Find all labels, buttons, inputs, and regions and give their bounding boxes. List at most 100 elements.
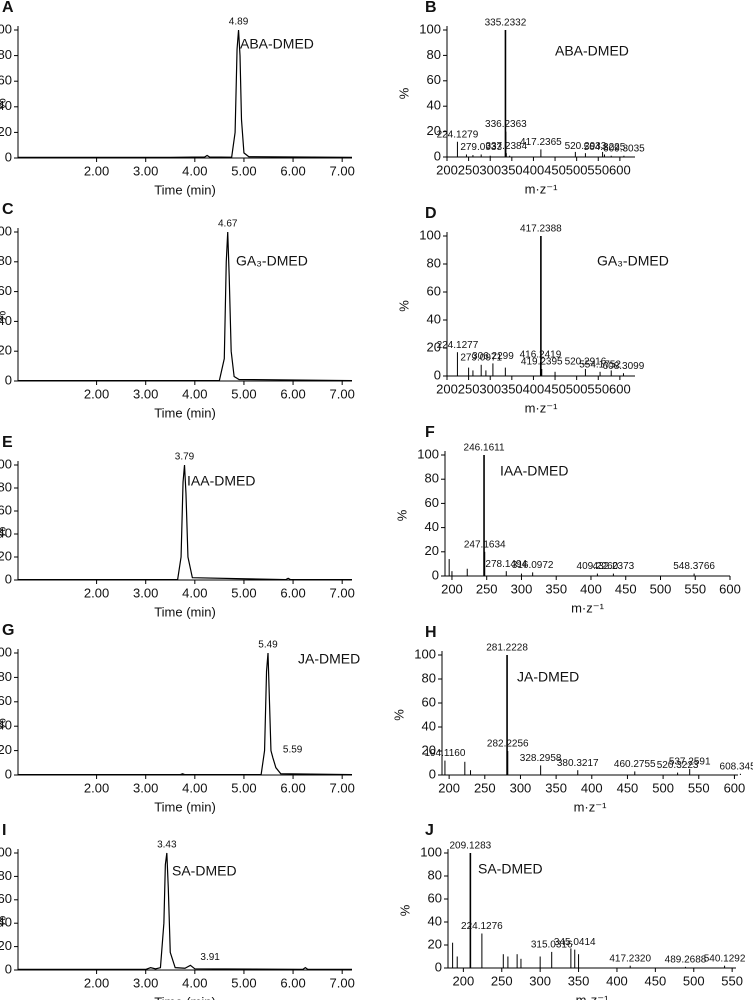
x-tick-label: 450 (617, 780, 639, 795)
x-tick-label: 300 (529, 973, 551, 988)
x-tick-label: 350 (545, 581, 567, 596)
y-tick-label: 0 (432, 567, 439, 582)
x-tick-label: 250 (458, 381, 480, 396)
y-tick-label: 80 (0, 253, 12, 268)
x-axis-label: m·z⁻¹ (525, 181, 559, 196)
x-tick-label: 4.00 (182, 585, 207, 600)
y-tick-label: 80 (0, 868, 12, 883)
chromatogram-line (18, 231, 353, 382)
chromatogram-line (18, 852, 352, 971)
peak-label: 380.3217 (557, 758, 599, 769)
compound-label: SA-DMED (478, 861, 543, 877)
peak-label: 279.0971 (460, 352, 502, 363)
x-tick-label: 2.00 (84, 163, 109, 178)
x-tick-label: 7.00 (330, 386, 355, 401)
panel-letter: G (2, 622, 14, 639)
y-tick-label: 80 (422, 670, 436, 685)
x-tick-label: 3.00 (133, 163, 158, 178)
y-tick-label: 60 (427, 72, 441, 87)
y-axis-label: % (0, 718, 8, 730)
y-tick-label: 20 (0, 124, 12, 139)
x-tick-label: 400 (523, 381, 545, 396)
x-tick-label: 5.00 (231, 780, 256, 795)
x-tick-label: 5.00 (231, 585, 256, 600)
y-tick-label: 40 (422, 718, 436, 733)
x-tick-label: 500 (652, 780, 674, 795)
x-tick-label: 200 (453, 973, 475, 988)
panel-letter: F (425, 424, 435, 441)
peak-label: 315.0316 (531, 940, 573, 951)
y-axis-label: % (0, 915, 8, 927)
y-tick-label: 80 (428, 867, 442, 882)
peak-label: 5.49 (258, 640, 278, 651)
x-tick-label: 500 (683, 973, 705, 988)
x-axis-label: Time (min) (154, 799, 216, 814)
peak-label: 246.1611 (464, 443, 505, 454)
peak-label: 520.2933 (565, 141, 607, 152)
y-tick-label: 20 (427, 339, 441, 354)
peak-label: 554.1752 (579, 359, 621, 370)
y-tick-label: 40 (425, 519, 439, 534)
peak-label: 548.3766 (673, 561, 715, 572)
y-tick-label: 100 (419, 227, 441, 242)
x-tick-label: 7.00 (330, 163, 355, 178)
peak-label: 281.2228 (486, 643, 528, 654)
x-tick-label: 250 (476, 581, 498, 596)
y-tick-label: 40 (0, 915, 12, 930)
peak-label: 608.3453 (720, 761, 753, 772)
panel-letter: E (2, 434, 13, 451)
peak-label: 4.89 (229, 17, 249, 28)
x-tick-label: 4.00 (182, 163, 207, 178)
x-axis-label: m·z⁻¹ (576, 992, 610, 1000)
peak-label: 328.2958 (520, 753, 562, 764)
x-tick-label: 5.00 (231, 975, 256, 990)
x-tick-label: 2.00 (84, 780, 109, 795)
peak-label: 5.59 (283, 745, 303, 756)
y-tick-label: 80 (427, 47, 441, 62)
x-axis-label: m·z⁻¹ (525, 400, 559, 415)
x-tick-label: 200 (441, 581, 463, 596)
peak-label: 279.0933 (460, 142, 502, 153)
x-tick-label: 250 (474, 780, 496, 795)
x-tick-label: 450 (544, 381, 566, 396)
x-tick-label: 6.00 (280, 780, 305, 795)
panel-letter: C (2, 201, 14, 218)
panel-letter: A (2, 0, 14, 16)
y-tick-label: 20 (0, 938, 12, 953)
x-tick-label: 400 (523, 162, 545, 177)
x-tick-label: 4.00 (182, 975, 207, 990)
chromatogram-line (18, 29, 353, 158)
peak-label: 3.91 (200, 952, 220, 963)
y-tick-label: 0 (5, 961, 12, 976)
x-tick-label: 350 (545, 780, 567, 795)
chromatogram-line (18, 652, 353, 776)
x-tick-label: 200 (436, 381, 458, 396)
compound-label: GA₃-DMED (236, 253, 308, 269)
panel-letter: D (425, 205, 437, 222)
y-axis-label: % (0, 526, 8, 538)
y-tick-label: 0 (5, 766, 12, 781)
x-tick-label: 5.00 (231, 386, 256, 401)
y-axis-label: % (397, 904, 412, 916)
x-tick-label: 500 (650, 581, 672, 596)
y-tick-label: 100 (0, 223, 12, 238)
peak-label: 417.2320 (609, 953, 651, 964)
x-tick-label: 2.00 (84, 386, 109, 401)
x-tick-label: 350 (501, 162, 523, 177)
peak-label: 209.1283 (450, 841, 492, 852)
y-tick-label: 0 (5, 372, 12, 387)
x-tick-label: 2.00 (84, 585, 109, 600)
compound-label: JA-DMED (517, 669, 579, 685)
x-tick-label: 550 (587, 162, 609, 177)
x-axis-label: Time (min) (154, 182, 216, 197)
x-tick-label: 350 (568, 973, 590, 988)
y-tick-label: 80 (427, 255, 441, 270)
x-tick-label: 250 (458, 162, 480, 177)
panel-letter: J (425, 822, 434, 839)
y-tick-label: 20 (0, 548, 12, 563)
peak-label: 417.2365 (520, 137, 562, 148)
x-tick-label: 7.00 (330, 975, 355, 990)
y-tick-label: 60 (0, 693, 12, 708)
x-tick-label: 4.00 (182, 780, 207, 795)
peak-label: 537.2591 (669, 757, 711, 768)
